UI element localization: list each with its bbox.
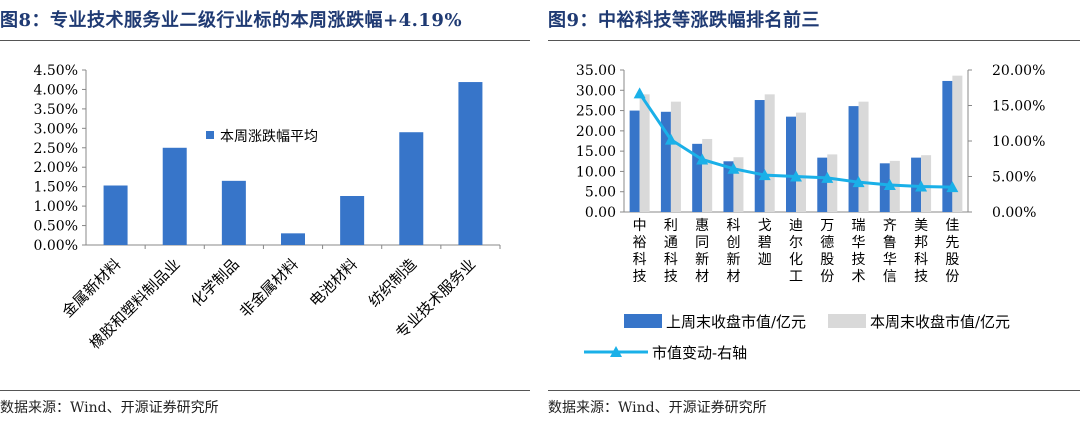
bar-last-week (629, 110, 640, 212)
y-tick-label: 3.50% (34, 102, 78, 118)
y-tick-label: 4.50% (34, 63, 78, 79)
category-label: 美邦科技 (914, 218, 928, 285)
y-tick-label-right: 15.00% (992, 99, 1045, 115)
line-marker (883, 179, 896, 191)
category-label: 齐鲁华信 (883, 218, 897, 285)
bar-last-week (660, 111, 671, 212)
bar-this-week (639, 94, 650, 212)
y-tick-label-left: 0.00 (585, 205, 616, 221)
bar-last-week (754, 100, 765, 212)
y-tick-label: 1.00% (34, 199, 78, 215)
bar-this-week (796, 112, 806, 212)
bar (458, 82, 483, 245)
bar (281, 233, 305, 245)
category-label: 科创新材 (726, 218, 740, 285)
bar-this-week (921, 155, 932, 212)
y-tick-label-left: 5.00 (585, 185, 616, 201)
legend-swatch (206, 131, 214, 139)
chart-title-right: 图9：中裕科技等涨跌幅排名前三 (548, 10, 821, 31)
left-panel: 图8：专业技术服务业二级行业标的本周涨跌幅+4.19% 0.00% 0.50% 1.… (0, 0, 530, 427)
bar-last-week (817, 157, 828, 212)
y-tick-label: 2.50% (34, 141, 78, 157)
bar (221, 180, 246, 245)
bar-this-week (702, 138, 713, 212)
title-rule-right (548, 40, 1080, 41)
y-tick-label: 2.00% (34, 160, 78, 176)
bar (103, 185, 128, 245)
source-rule-left (0, 390, 530, 391)
right-panel: 图9：中裕科技等涨跌幅排名前三 0.00 5.00 10.00 15.00 20.00 2… (548, 0, 1080, 427)
line-marker (633, 87, 646, 99)
legend-swatch-this-week (828, 314, 866, 328)
y-tick-label: 0.50% (34, 219, 78, 235)
bar (340, 196, 365, 245)
category-label: 万德股份 (820, 218, 834, 285)
category-label: 电池材料 (306, 255, 361, 310)
category-label: 瑞华技术 (852, 218, 866, 285)
bar (162, 147, 187, 245)
line-marker (727, 162, 740, 174)
bar-this-week (733, 157, 744, 212)
legend-label-last-week: 上周末收盘市值/亿元 (666, 313, 806, 331)
bar (399, 132, 424, 245)
category-label: 纺织制造 (365, 255, 420, 310)
category-label: 利通科技 (664, 218, 678, 285)
source-note-right: 数据来源：Wind、开源证券研究所 (548, 400, 767, 416)
bar-this-week (827, 154, 838, 212)
bar-chart-left: 0.00% 0.50% 1.00% 1.50% 2.00% 2.50% 3.00% 3.50%… (34, 63, 501, 353)
y-tick-label-left: 30.00 (576, 83, 616, 99)
y-tick-label: 1.50% (34, 180, 78, 196)
y-tick-label: 4.00% (34, 82, 78, 98)
category-label: 戈碧迦 (758, 218, 772, 268)
category-label: 非金属材料 (236, 255, 302, 321)
category-label: 中裕科技 (633, 218, 647, 285)
title-rule-left (0, 40, 530, 41)
line-marker (696, 153, 709, 165)
legend-label-this-week: 本周末收盘市值/亿元 (870, 313, 1010, 331)
chart-title-left: 图8：专业技术服务业二级行业标的本周涨跌幅+4.19% (0, 10, 463, 31)
y-tick-label-left: 20.00 (576, 124, 616, 140)
y-tick-label-right: 20.00% (992, 63, 1045, 79)
bar-last-week (786, 116, 796, 212)
source-note-left: 数据来源：Wind、开源证券研究所 (0, 400, 219, 416)
legend-label-line: 市值变动-右轴 (652, 344, 747, 362)
source-rule-right (548, 390, 1080, 391)
bar-this-week (670, 101, 681, 212)
bar-this-week (952, 75, 963, 213)
y-tick-label-left: 35.00 (576, 63, 616, 79)
bar-last-week (848, 106, 859, 212)
y-tick-label: 0.00% (34, 238, 78, 254)
line-marker (790, 170, 802, 182)
legend-swatch-last-week (624, 314, 662, 328)
legend-marker (610, 346, 622, 357)
combo-chart-right: 0.00 5.00 10.00 15.00 20.00 25.00 30.00 35.00 0… (576, 63, 1045, 362)
y-tick-label-left: 10.00 (576, 164, 616, 180)
y-tick-label-left: 25.00 (576, 104, 616, 120)
y-tick-label: 3.00% (34, 121, 78, 137)
line-marker (758, 169, 771, 181)
bar-this-week (858, 101, 869, 212)
category-label: 惠同新材 (695, 218, 709, 285)
category-label: 化学制品 (188, 255, 243, 310)
legend-left: 本周涨跌幅平均 (206, 129, 318, 145)
y-tick-label-right: 5.00% (992, 170, 1036, 186)
bar-last-week (942, 80, 953, 212)
bar-last-week (692, 143, 703, 212)
y-tick-label-right: 10.00% (992, 134, 1045, 150)
bar-this-week (764, 94, 775, 212)
category-label: 迪尔化工 (789, 218, 803, 285)
legend-label: 本周涨跌幅平均 (220, 129, 318, 145)
line-marker (821, 171, 834, 183)
line-marker (664, 133, 677, 145)
category-label: 佳先股份 (945, 218, 959, 285)
y-tick-label-left: 15.00 (576, 144, 616, 160)
line-marker (946, 181, 959, 193)
bar-last-week (723, 161, 734, 212)
line-marker (915, 180, 928, 192)
line-marker (852, 176, 865, 188)
y-tick-label-right: 0.00% (992, 205, 1036, 221)
bar-last-week (879, 163, 890, 212)
